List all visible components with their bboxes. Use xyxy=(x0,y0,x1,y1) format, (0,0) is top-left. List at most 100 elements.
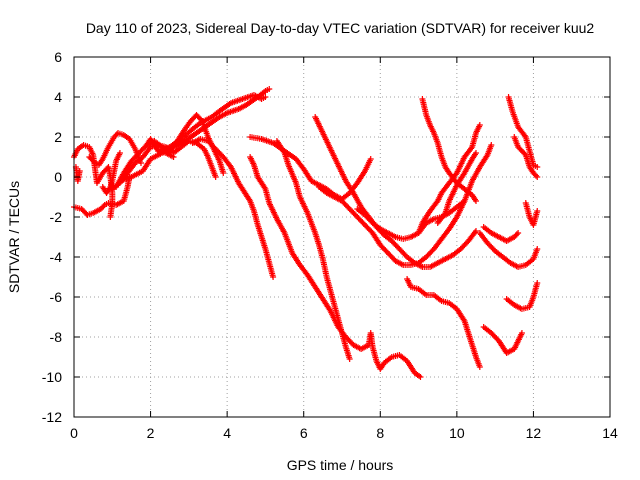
data-point-run xyxy=(294,157,306,171)
series-arc-23 xyxy=(480,324,525,356)
data-point-run xyxy=(439,227,452,241)
data-point-run xyxy=(297,195,310,215)
data-point-run xyxy=(482,225,493,235)
x-tick-label: 6 xyxy=(300,425,308,441)
x-tick-label: 14 xyxy=(602,425,618,441)
data-point-run xyxy=(493,249,505,259)
series-arc-24 xyxy=(503,280,541,312)
data-point-run xyxy=(432,293,443,303)
data-point-run xyxy=(172,145,183,155)
data-point-run xyxy=(347,207,359,219)
data-point-run xyxy=(394,234,405,242)
data-point-run xyxy=(130,168,145,180)
series-arc-10 xyxy=(143,136,177,160)
data-point-run xyxy=(402,262,412,268)
data-point-run xyxy=(520,304,531,312)
data-point-run xyxy=(206,115,221,127)
data-point-run xyxy=(419,97,429,117)
data-point-run xyxy=(172,138,187,150)
series-arc-16 xyxy=(316,142,495,268)
data-point-run xyxy=(344,335,356,347)
data-point-run xyxy=(455,199,466,209)
data-point-run xyxy=(382,355,394,365)
data-point-run xyxy=(473,123,483,135)
data-point-run xyxy=(228,165,241,185)
data-point-run xyxy=(247,199,257,213)
grid xyxy=(74,57,610,417)
data-point-run xyxy=(424,247,436,259)
data-point-run xyxy=(286,163,299,185)
data-point-run xyxy=(217,101,233,113)
data-point-run xyxy=(121,185,131,203)
data-point-run xyxy=(266,261,276,279)
data-point xyxy=(534,246,541,252)
data-point xyxy=(473,198,479,204)
data-point-run xyxy=(463,187,474,197)
y-tick-label: 4 xyxy=(54,89,62,105)
data-point-run xyxy=(72,204,83,212)
data-point-run xyxy=(152,139,164,149)
data-point-run xyxy=(485,241,497,253)
data-point-run xyxy=(454,171,467,187)
data-point-run xyxy=(485,143,494,157)
data-point-run xyxy=(267,201,280,221)
data-point-run xyxy=(447,171,459,185)
data-point-run xyxy=(195,141,206,151)
data-point xyxy=(417,374,424,380)
data-point-run xyxy=(259,235,268,251)
x-tick-label: 2 xyxy=(147,425,155,441)
data-point-run xyxy=(252,92,264,102)
data-point-run xyxy=(255,175,268,191)
y-tick-label: -12 xyxy=(42,409,62,425)
data-point-run xyxy=(470,151,478,161)
data-point-run xyxy=(317,185,329,195)
data-point xyxy=(518,330,525,336)
data-point-run xyxy=(221,155,233,169)
data-point-run xyxy=(352,342,363,352)
series-arc-4 xyxy=(86,130,144,168)
data-point-run xyxy=(249,134,263,142)
data-point xyxy=(270,274,277,280)
data-point-run xyxy=(417,255,428,265)
series-arc-5 xyxy=(99,150,123,196)
series-arc-9 xyxy=(155,92,269,154)
data-point-run xyxy=(343,345,353,361)
y-tick-label: 2 xyxy=(54,129,62,145)
series-arc-1 xyxy=(71,174,133,218)
data-point-run xyxy=(137,143,149,155)
data-point-run xyxy=(470,165,482,183)
data-point-run xyxy=(477,231,490,245)
data-point-run xyxy=(363,223,375,235)
data-point-run xyxy=(386,230,398,240)
data-point-run xyxy=(416,221,425,235)
data-point-run xyxy=(420,209,433,225)
x-tick-label: 0 xyxy=(70,425,78,441)
data-point-run xyxy=(213,151,222,163)
data-point-run xyxy=(255,223,265,239)
data-point-run xyxy=(127,137,138,151)
data-point-run xyxy=(205,155,215,169)
y-tick-label: 6 xyxy=(54,49,62,65)
data-point-run xyxy=(423,113,433,127)
data-point-run xyxy=(466,229,478,243)
data-point xyxy=(116,150,123,156)
data-point-run xyxy=(247,155,257,167)
data-point-run xyxy=(108,180,115,188)
data-point-run xyxy=(362,157,373,173)
series-arc-25 xyxy=(505,94,541,170)
data-point-run xyxy=(313,285,325,301)
y-tick-label: -8 xyxy=(50,329,63,345)
series-arc-12 xyxy=(247,154,424,380)
data-point-run xyxy=(509,260,520,270)
data-point-run xyxy=(439,155,448,169)
y-axis-label: SDTVAR / TECUs xyxy=(6,181,22,293)
data-point-run xyxy=(524,257,535,267)
data-point-run xyxy=(527,165,536,175)
data-point-run xyxy=(309,178,321,188)
data-point-run xyxy=(496,339,509,355)
data-point-run xyxy=(340,199,352,211)
data-point-run xyxy=(313,115,326,135)
data-point xyxy=(346,356,353,362)
data-point-run xyxy=(340,191,352,201)
data-point xyxy=(476,364,483,370)
